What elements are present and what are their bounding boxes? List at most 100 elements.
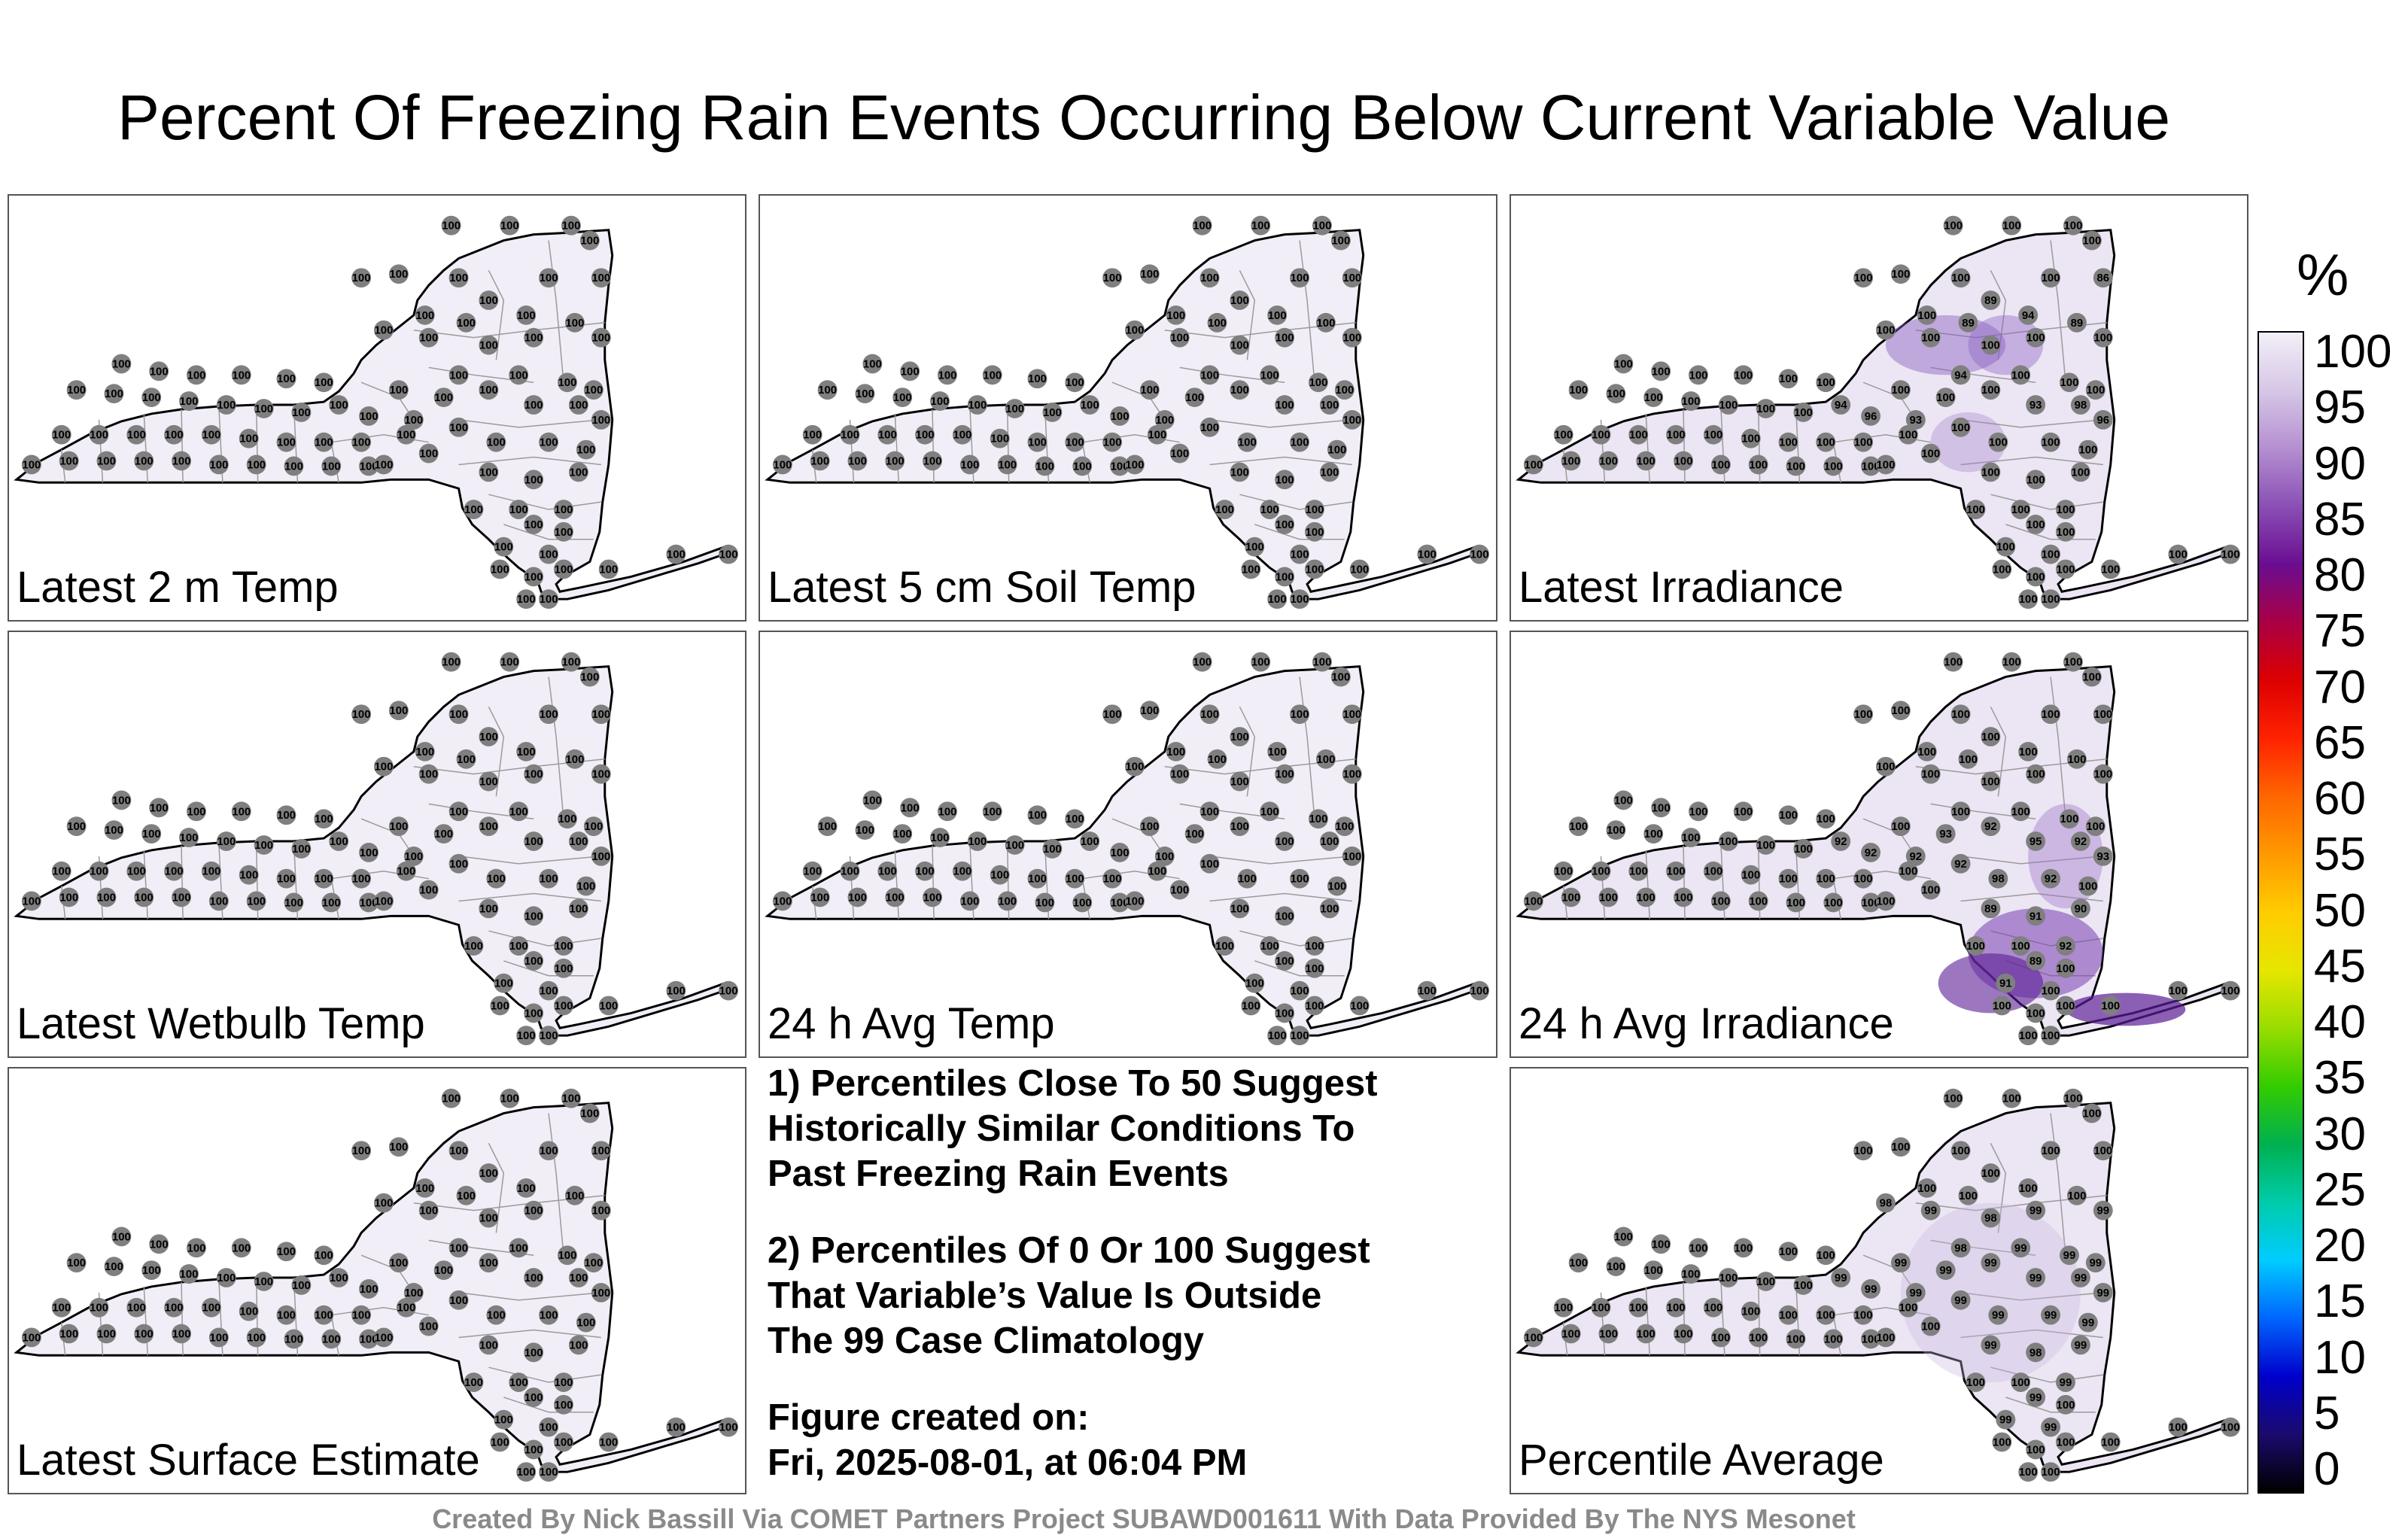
station-marker: 100 (187, 801, 206, 822)
station-marker: 100 (2168, 980, 2188, 1001)
station-marker: 100 (1199, 365, 1220, 385)
station-marker: 100 (524, 764, 544, 784)
station-value: 100 (923, 892, 942, 904)
station-value: 100 (1170, 448, 1189, 460)
station-value: 100 (1524, 459, 1543, 471)
station-value: 100 (105, 825, 123, 837)
station-value: 100 (580, 1108, 599, 1120)
station-marker: 93 (2026, 395, 2046, 415)
station-marker: 100 (1950, 704, 1971, 725)
station-value: 100 (90, 1302, 108, 1315)
station-value: 100 (419, 1321, 438, 1333)
station-value: 100 (315, 377, 333, 389)
station-marker: 100 (479, 335, 499, 355)
station-marker: 100 (1950, 268, 1971, 288)
station-marker: 100 (1992, 995, 2012, 1016)
station-value: 100 (2042, 594, 2060, 606)
station-marker: 100 (51, 1297, 71, 1318)
station-value: 100 (315, 1310, 333, 1322)
station-value: 100 (1166, 746, 1185, 758)
station-marker: 99 (1981, 1253, 2001, 1273)
station-marker: 100 (938, 365, 957, 385)
station-marker: 100 (2056, 958, 2075, 978)
county-boundary (1209, 892, 1352, 902)
station-value: 100 (1126, 895, 1145, 907)
station-marker: 100 (1890, 816, 1911, 837)
station-marker: 100 (591, 764, 611, 784)
station-value: 100 (2042, 1145, 2060, 1157)
station-marker: 100 (840, 861, 860, 881)
station-value: 100 (2093, 333, 2112, 345)
station-value: 100 (322, 1333, 341, 1345)
station-marker: 100 (554, 559, 573, 579)
station-marker: 100 (1786, 456, 1806, 476)
station-marker: 100 (456, 312, 476, 333)
station-marker: 100 (89, 1297, 109, 1318)
station-marker: 100 (1651, 1234, 1671, 1254)
station-value: 100 (841, 866, 859, 878)
station-value: 100 (960, 895, 979, 907)
station-marker: 100 (490, 559, 510, 579)
station-marker: 100 (59, 451, 79, 471)
station-marker: 100 (1703, 424, 1723, 445)
station-marker: 91 (2026, 906, 2046, 926)
station-marker: 100 (1756, 1272, 1776, 1291)
station-value: 100 (960, 459, 979, 471)
station-marker: 100 (1305, 500, 1324, 519)
station-marker: 100 (374, 320, 394, 340)
station-value: 100 (1599, 892, 1618, 904)
station-value: 100 (953, 430, 971, 442)
station-value: 100 (540, 594, 558, 606)
colorbar-tick-label: 60 (2314, 773, 2366, 825)
station-value: 100 (1786, 1333, 1805, 1345)
station-value: 100 (1891, 1141, 1910, 1154)
station-value: 100 (773, 459, 792, 471)
station-marker: 100 (1305, 958, 1324, 978)
station-value: 100 (239, 1306, 258, 1318)
station-value: 100 (1028, 437, 1047, 449)
station-value: 100 (1734, 369, 1753, 381)
station-value: 100 (1824, 897, 1843, 909)
station-value: 100 (1260, 504, 1279, 516)
station-value: 100 (1028, 373, 1047, 385)
station-marker: 100 (254, 399, 274, 418)
station-value: 100 (1614, 1231, 1633, 1243)
station-value: 100 (1561, 1328, 1580, 1340)
station-marker: 100 (579, 1103, 600, 1123)
station-value: 99 (2075, 1339, 2087, 1351)
station-marker: 100 (276, 1242, 296, 1262)
county-boundary (488, 269, 505, 360)
station-marker: 100 (1230, 771, 1250, 792)
station-marker: 98 (1876, 1193, 1896, 1213)
station-value: 100 (524, 956, 543, 968)
station-value: 100 (1966, 1377, 1985, 1389)
station-value: 100 (524, 519, 543, 531)
station-marker: 100 (490, 995, 510, 1016)
county-boundary (1990, 1366, 2103, 1383)
station-marker: 100 (1027, 369, 1047, 389)
station-value: 100 (848, 892, 867, 904)
station-value: 100 (2042, 1030, 2060, 1042)
station-marker: 100 (982, 801, 1002, 822)
station-value: 100 (202, 430, 220, 442)
station-marker: 100 (1334, 816, 1354, 837)
station-marker: 100 (1169, 880, 1190, 900)
station-value: 100 (1335, 821, 1354, 833)
station-marker: 100 (1125, 756, 1145, 777)
station-marker: 100 (2018, 741, 2039, 761)
station-marker: 100 (554, 995, 573, 1016)
station-marker: 100 (239, 1301, 259, 1321)
colorbar-tick-label: 90 (2314, 437, 2366, 490)
station-value: 100 (1554, 430, 1573, 442)
station-marker: 100 (1748, 1327, 1768, 1348)
station-marker: 100 (862, 354, 883, 374)
station-value: 100 (1689, 806, 1708, 818)
station-marker: 100 (990, 428, 1010, 448)
station-marker: 100 (554, 1432, 573, 1452)
station-value: 100 (1996, 542, 2015, 554)
station-marker: 100 (291, 839, 312, 859)
station-value: 100 (1208, 318, 1227, 330)
station-value: 100 (360, 1284, 379, 1296)
station-marker: 100 (2011, 936, 2031, 956)
